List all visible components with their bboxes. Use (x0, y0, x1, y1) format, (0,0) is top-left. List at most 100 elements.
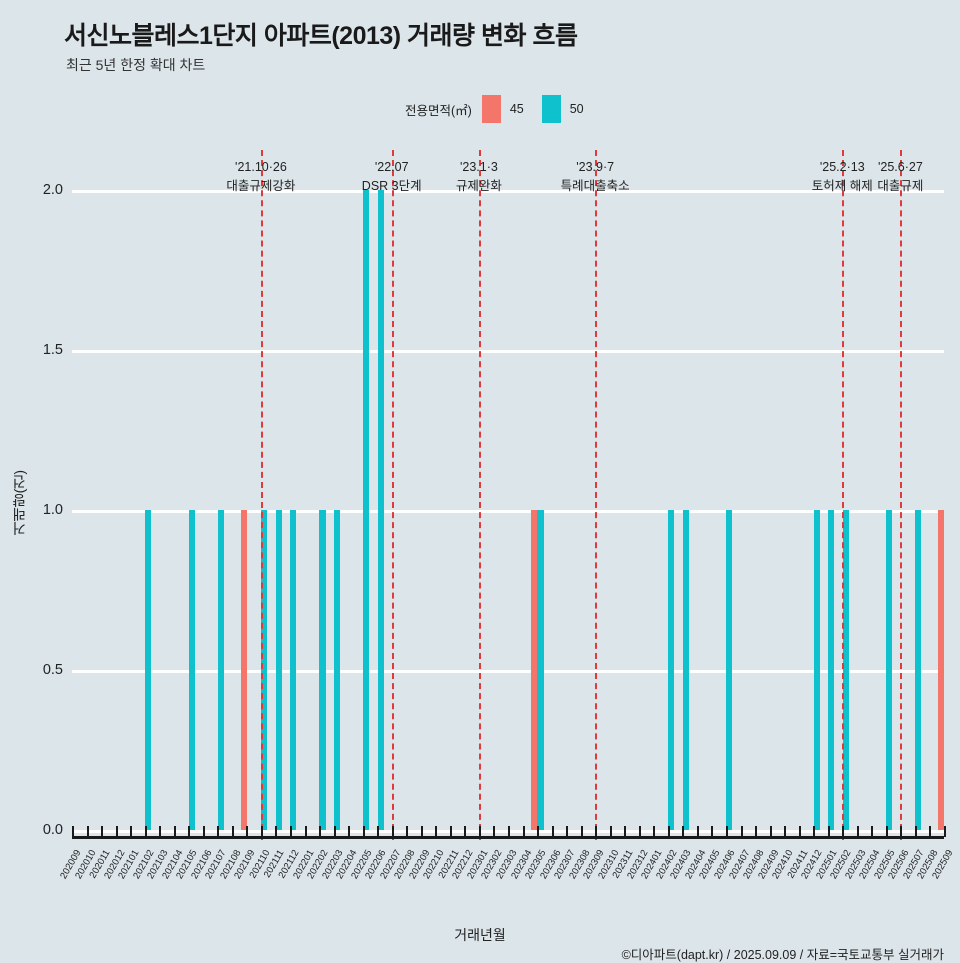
x-axis-tick (682, 826, 685, 837)
x-axis-tick (900, 826, 903, 837)
bar (240, 510, 247, 830)
x-axis-tick (333, 826, 336, 837)
gridline: 2.0 (43, 182, 944, 198)
x-axis-tick (551, 826, 554, 837)
event-annotation: '25.2·13 토허제 해제 (812, 158, 873, 197)
x-axis-tick (435, 826, 438, 837)
plot-area: 0.0 0.5 1.0 1.5 2.0 (43, 150, 945, 840)
x-axis-tick (217, 826, 220, 837)
x-axis-tick (420, 826, 423, 837)
event-vline (478, 150, 481, 840)
x-axis-tick (609, 826, 612, 837)
x-axis-title: 거래년월 (454, 927, 506, 943)
x-axis-tick (130, 826, 133, 837)
legend-title: 전용면적(㎡) (405, 103, 472, 118)
x-axis-tick (101, 826, 104, 837)
x-axis-tick (173, 826, 176, 837)
y-axis-tick-label: 1.5 (42, 342, 63, 358)
x-axis-tick (522, 826, 525, 837)
event-text: 대출규제강화 (226, 179, 296, 194)
bar (531, 510, 538, 830)
y-axis-tick-label: 0.0 (42, 822, 63, 838)
x-axis-tick (493, 826, 496, 837)
x-axis-tick (755, 826, 758, 837)
bar (886, 510, 893, 830)
event-date: '21.10·26 (235, 160, 287, 174)
event-date: '23.1·3 (459, 160, 498, 174)
event-annotation: '21.10·26 대출규제강화 (226, 158, 295, 197)
x-axis-tick (362, 826, 365, 837)
x-axis-tick (537, 826, 540, 837)
event-date: '23.9·7 (576, 160, 615, 174)
bar (188, 510, 195, 830)
x-axis-tick (72, 826, 74, 837)
x-axis-tick (929, 826, 932, 837)
x-axis-tick (260, 826, 263, 837)
bar (333, 510, 341, 830)
x-axis-tick (798, 826, 801, 837)
legend-swatch-50 (541, 95, 561, 123)
x-axis-tick (246, 826, 249, 837)
event-annotation: '22.07 DSR 3단계 (362, 158, 422, 197)
x-axis-tick (740, 826, 743, 837)
bar (828, 510, 835, 830)
event-annotation: '23.1·3 규제완화 (456, 158, 502, 197)
bar (319, 510, 326, 830)
x-axis-tick (304, 826, 307, 837)
x-axis-tick (769, 826, 772, 837)
gridline: 0.5 (43, 662, 944, 678)
chart-subtitle: 최근 5년 한정 확대 차트 (66, 57, 206, 73)
bar (842, 510, 849, 830)
page-title: 서신노블레스1단지 아파트(2013) 거래량 변화 흐름 (64, 22, 578, 50)
x-axis-tick (86, 826, 89, 837)
x-axis-tick (726, 826, 728, 837)
x-axis-tick (711, 826, 714, 837)
x-axis-tick (842, 826, 845, 837)
x-axis-tick (290, 826, 292, 837)
x-axis-tick (784, 826, 787, 837)
bar (938, 510, 945, 830)
bar (362, 190, 370, 830)
x-axis-tick (624, 826, 627, 837)
y-axis-tick-label: 2.0 (42, 182, 63, 198)
x-axis-tick (377, 826, 380, 837)
bar (261, 510, 268, 830)
x-axis-tick (144, 826, 147, 837)
x-axis-tick (159, 826, 162, 837)
x-axis-tick (188, 826, 191, 837)
legend-label-50: 50 (569, 102, 584, 116)
bar (668, 510, 675, 830)
event-text: DSR 3단계 (361, 179, 422, 194)
bar (726, 510, 733, 830)
event-text: 규제완화 (455, 179, 502, 194)
x-axis-tick (478, 826, 481, 837)
event-annotation: '23.9·7 특례대출축소 (561, 158, 630, 197)
bar (537, 510, 544, 830)
bar (144, 510, 152, 830)
x-axis-tick (115, 826, 118, 837)
x-axis-tick (595, 826, 598, 837)
x-axis-tick (508, 826, 510, 837)
x-axis-tick (566, 826, 569, 837)
x-axis-tick (856, 826, 859, 837)
event-vline (391, 150, 394, 840)
x-axis-tick (449, 826, 452, 837)
event-vline (595, 150, 598, 840)
event-date: '25.2·13 (819, 160, 865, 174)
footer-credit: ©디아파트(dapt.kr) / 2025.09.09 / 자료=국토교통부 실… (621, 948, 944, 962)
x-axis-tick (827, 826, 830, 837)
y-axis-tick-label: 1.0 (42, 502, 63, 518)
x-axis-tick (638, 826, 641, 837)
event-vline (260, 150, 263, 840)
bar (275, 510, 282, 830)
bar (682, 510, 689, 830)
x-axis-tick (653, 826, 656, 837)
x-axis-tick (667, 826, 670, 837)
x-axis-line (72, 836, 944, 839)
x-axis-tick (391, 826, 394, 837)
gridline: 1.5 (43, 342, 944, 358)
bar (813, 510, 820, 830)
x-axis-tick (944, 826, 946, 837)
x-axis-tick (464, 826, 467, 837)
